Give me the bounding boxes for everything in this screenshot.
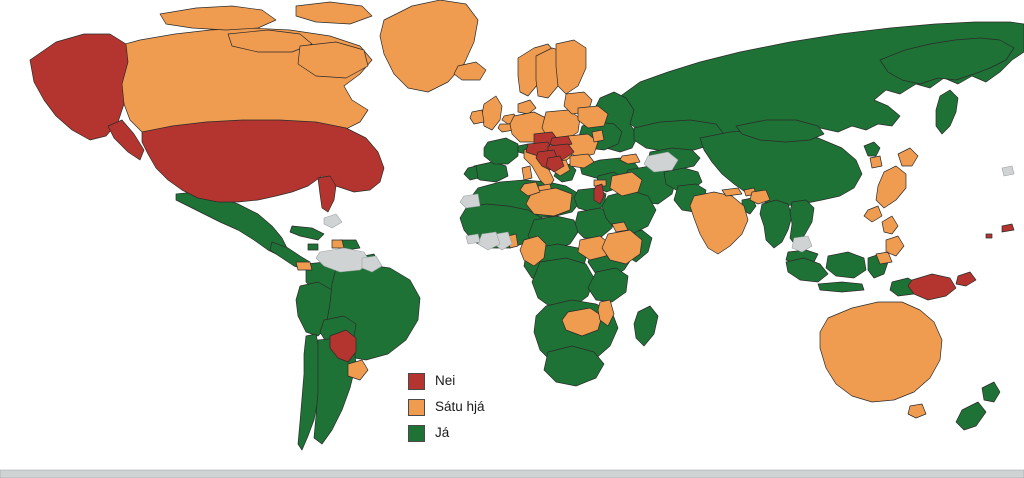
region-bulgaria[interactable] bbox=[569, 153, 595, 169]
region-france[interactable] bbox=[483, 137, 519, 165]
region-denmark[interactable] bbox=[517, 99, 537, 115]
region-belarus[interactable] bbox=[577, 105, 609, 129]
region-portugal[interactable] bbox=[463, 165, 479, 181]
region-eritrea[interactable] bbox=[611, 221, 629, 233]
region-indonesia-java[interactable] bbox=[817, 281, 865, 293]
region-venezuela[interactable] bbox=[315, 247, 371, 273]
region-tasmania[interactable] bbox=[907, 403, 927, 419]
region-madagascar[interactable] bbox=[633, 305, 659, 347]
region-nauru[interactable] bbox=[985, 233, 993, 239]
region-siberia-east[interactable] bbox=[879, 37, 1015, 85]
legend-swatch-yes bbox=[408, 424, 425, 442]
region-arctic-islands-3[interactable] bbox=[295, 1, 373, 25]
legend-label-yes: Já bbox=[435, 425, 450, 441]
region-antarctica[interactable] bbox=[0, 469, 1024, 478]
region-guyana[interactable] bbox=[361, 255, 383, 273]
region-cambodia[interactable] bbox=[791, 235, 813, 253]
region-bahamas[interactable] bbox=[323, 213, 343, 229]
region-group-nodata bbox=[0, 151, 1024, 478]
region-group-abstain bbox=[109, 0, 943, 419]
region-marshall-islands[interactable] bbox=[1001, 223, 1015, 233]
region-cuba[interactable] bbox=[289, 225, 325, 241]
region-nepal[interactable] bbox=[721, 187, 743, 197]
legend-swatch-abstain bbox=[408, 398, 425, 416]
region-group-no bbox=[29, 33, 1015, 363]
region-alaska-panhandle[interactable] bbox=[107, 119, 145, 161]
region-iceland[interactable] bbox=[453, 61, 487, 81]
legend-item-no[interactable]: Nei bbox=[408, 372, 485, 390]
region-paraguay[interactable] bbox=[329, 329, 357, 363]
region-northeast-india[interactable] bbox=[749, 189, 771, 205]
region-ethiopia[interactable] bbox=[601, 229, 643, 265]
region-panama[interactable] bbox=[295, 261, 313, 271]
region-mongolia[interactable] bbox=[735, 119, 825, 143]
region-indonesia-sumatra[interactable] bbox=[785, 257, 829, 283]
region-australia[interactable] bbox=[819, 301, 943, 403]
region-western-sahara[interactable] bbox=[459, 193, 481, 209]
region-baffin-island[interactable] bbox=[297, 41, 369, 79]
region-south-africa[interactable] bbox=[543, 345, 605, 387]
region-arctic-islands-1[interactable] bbox=[159, 5, 277, 31]
region-turkmenistan[interactable] bbox=[643, 151, 679, 173]
region-malawi[interactable] bbox=[597, 299, 615, 327]
map-legend: Nei Sátu hjá Já bbox=[408, 372, 485, 442]
region-new-zealand-south[interactable] bbox=[955, 401, 987, 431]
region-zambia[interactable] bbox=[561, 307, 603, 337]
region-south-sudan[interactable] bbox=[577, 235, 611, 261]
legend-label-abstain: Sátu hjá bbox=[435, 399, 485, 415]
region-haiti[interactable] bbox=[331, 239, 345, 249]
legend-item-abstain[interactable]: Sátu hjá bbox=[408, 398, 485, 416]
region-tunisia[interactable] bbox=[519, 181, 541, 197]
region-kamchatka[interactable] bbox=[935, 89, 959, 135]
region-japan[interactable] bbox=[863, 147, 919, 223]
region-ireland[interactable] bbox=[469, 109, 485, 125]
region-indonesia-borneo[interactable] bbox=[825, 251, 867, 279]
region-saudi-arabia[interactable] bbox=[601, 189, 657, 235]
region-jamaica[interactable] bbox=[307, 243, 319, 251]
region-libya[interactable] bbox=[525, 187, 573, 217]
legend-swatch-no bbox=[408, 372, 425, 390]
region-papua-new-guinea[interactable] bbox=[907, 273, 957, 301]
region-sierra-leone[interactable] bbox=[465, 233, 481, 245]
region-alaska[interactable] bbox=[29, 33, 129, 141]
region-cameroon[interactable] bbox=[519, 235, 547, 267]
legend-item-yes[interactable]: Já bbox=[408, 424, 485, 442]
region-south-korea[interactable] bbox=[869, 155, 883, 169]
region-israel[interactable] bbox=[593, 183, 605, 205]
region-georgia[interactable] bbox=[619, 153, 641, 165]
region-usa-florida[interactable] bbox=[317, 175, 337, 213]
region-iraq[interactable] bbox=[609, 171, 643, 197]
region-greenland-icecap[interactable] bbox=[1001, 165, 1015, 177]
region-cyprus[interactable] bbox=[593, 179, 607, 187]
legend-label-no: Nei bbox=[435, 373, 456, 389]
region-india[interactable] bbox=[689, 191, 749, 255]
region-uruguay[interactable] bbox=[347, 359, 369, 381]
region-myanmar-thailand[interactable] bbox=[759, 199, 793, 249]
region-finland[interactable] bbox=[555, 39, 587, 95]
region-north-korea[interactable] bbox=[863, 141, 881, 157]
region-sardinia[interactable] bbox=[521, 165, 533, 181]
region-bosnia[interactable] bbox=[545, 155, 565, 173]
region-tanzania-kenya[interactable] bbox=[587, 267, 629, 303]
region-new-zealand-north[interactable] bbox=[981, 381, 1001, 403]
region-philippines[interactable] bbox=[875, 215, 905, 265]
region-moldova[interactable] bbox=[591, 129, 605, 143]
region-png-islands[interactable] bbox=[955, 271, 977, 287]
